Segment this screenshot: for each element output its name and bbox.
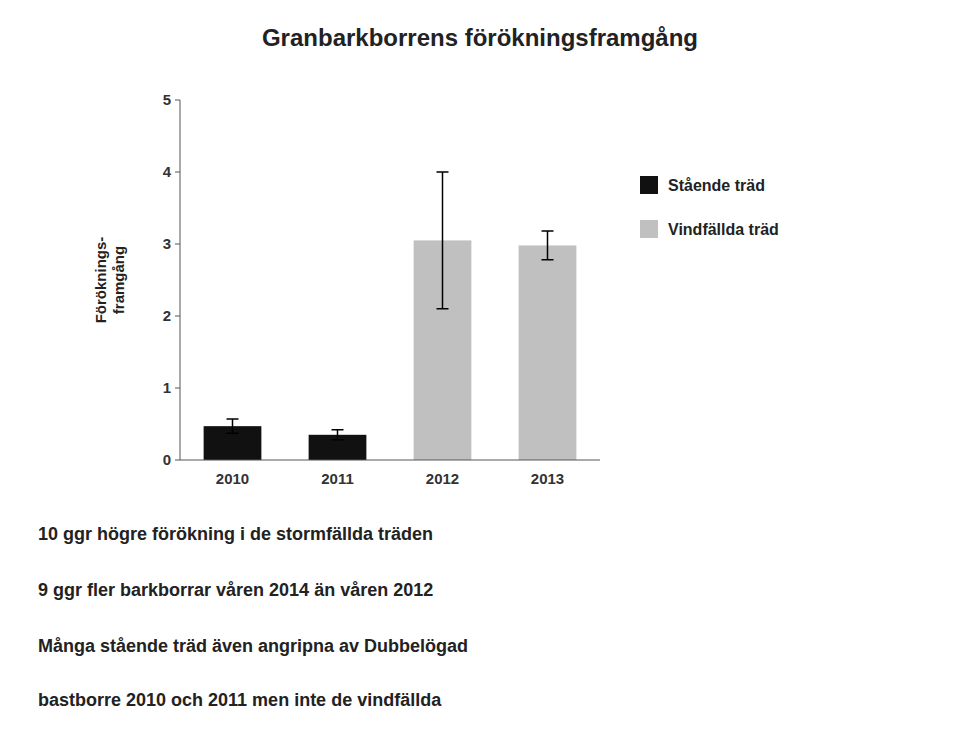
x-tick-label: 2012 bbox=[426, 470, 459, 487]
y-tick-label: 5 bbox=[163, 91, 171, 108]
y-axis bbox=[180, 100, 181, 460]
x-tick-label: 2011 bbox=[321, 470, 354, 487]
annotation: bastborre 2010 och 2011 men inte de vind… bbox=[38, 690, 442, 710]
annotation: 10 ggr högre förökning i de stormfällda … bbox=[38, 524, 433, 544]
error-bar bbox=[542, 231, 554, 260]
y-tick bbox=[175, 460, 180, 461]
annotation: Många stående träd även angripna av Dubb… bbox=[38, 636, 468, 656]
x-tick-label: 2013 bbox=[531, 470, 564, 487]
legend-label: Vindfällda träd bbox=[668, 221, 779, 238]
x-axis bbox=[180, 460, 600, 461]
title: Granbarkborrens förökningsframgång bbox=[262, 24, 698, 51]
error-bar bbox=[332, 430, 344, 440]
y-tick bbox=[175, 316, 180, 317]
legend-label: Stående träd bbox=[668, 177, 765, 194]
y-axis-label: Föröknings-framgång bbox=[92, 237, 127, 324]
error-bar bbox=[437, 172, 449, 309]
y-tick bbox=[175, 388, 180, 389]
bars bbox=[204, 172, 577, 460]
bar bbox=[519, 245, 577, 460]
error-bar bbox=[227, 419, 239, 433]
x-tick-label: 2010 bbox=[216, 470, 249, 487]
chart: Granbarkborrens förökningsframgång 0 1 2 3 4 5… bbox=[0, 0, 960, 731]
legend-swatch bbox=[640, 176, 658, 194]
y-tick bbox=[175, 172, 180, 173]
annotation: 9 ggr fler barkborrar våren 2014 än våre… bbox=[38, 580, 433, 600]
y-tick bbox=[175, 100, 180, 101]
y-tick-label: 0 bbox=[163, 451, 171, 468]
y-tick-label: 2 bbox=[163, 307, 171, 324]
y-tick-label: 1 bbox=[163, 379, 171, 396]
y-tick-label: 4 bbox=[163, 163, 172, 180]
legend-swatch bbox=[640, 220, 658, 238]
y-tick bbox=[175, 244, 180, 245]
y-tick-label: 3 bbox=[163, 235, 171, 252]
